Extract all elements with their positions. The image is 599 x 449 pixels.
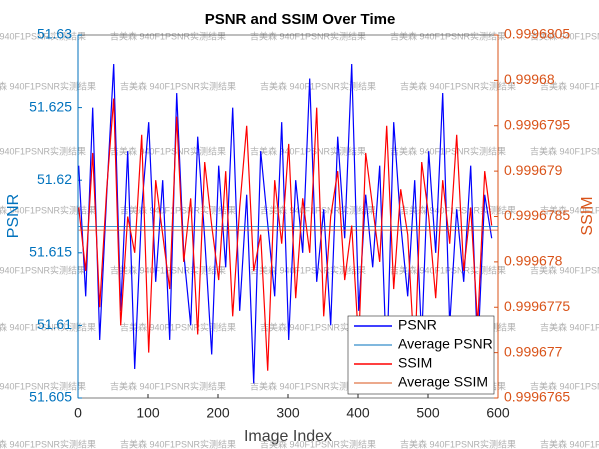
series-line <box>78 98 493 371</box>
y-tick-label: 51.605 <box>29 389 72 405</box>
watermark: 吉美森 940F1PSNR实测结果 <box>250 30 366 41</box>
watermark: 吉美森 940F1PSNR实测结果 <box>540 80 599 91</box>
watermark: 吉美森 940F1PSNR实测结果 <box>390 30 506 41</box>
watermark: 吉美森 940F1PSNR实测结果 <box>400 80 516 91</box>
y2-tick-label: 0.9996805 <box>504 26 570 42</box>
x-tick-label: 600 <box>486 405 510 421</box>
watermark: 吉美森 940F1PSNR实测结果 <box>390 145 506 156</box>
watermark: 吉美森 940F1PSNR实测结果 <box>530 264 599 275</box>
watermark: 吉美森 940F1PSNR实测结果 <box>540 438 599 449</box>
watermark: 吉美森 940F1PSNR实测结果 <box>530 145 599 156</box>
y2-tick-label: 0.9996785 <box>504 207 570 223</box>
x-tick-label: 100 <box>136 405 160 421</box>
chart-title: PSNR and SSIM Over Time <box>205 11 396 28</box>
y2-tick-label: 0.9996775 <box>504 298 570 314</box>
y2-axis-label: SSIM <box>579 196 596 235</box>
watermark: 吉美森 940F1PSNR实测结果 <box>0 145 86 156</box>
watermark: 吉美森 940F1PSNR实测结果 <box>110 380 226 391</box>
watermark: 吉美森 940F1PSNR实测结果 <box>120 80 236 91</box>
watermark: 吉美森 940F1PSNR实测结果 <box>260 438 376 449</box>
y2-tick-label: 0.9996765 <box>504 389 570 405</box>
legend-label: Average PSNR <box>398 336 493 352</box>
y-tick-label: 51.615 <box>29 244 72 260</box>
watermark: 吉美森 940F1PSNR实测结果 <box>260 204 376 215</box>
y-axis-label: PSNR <box>5 194 22 238</box>
x-tick-label: 500 <box>416 405 440 421</box>
watermark: 吉美森 940F1PSNR实测结果 <box>530 30 599 41</box>
y-tick-label: 51.63 <box>37 26 72 42</box>
legend-label: Average SSIM <box>398 374 488 390</box>
y-tick-label: 51.61 <box>37 316 72 332</box>
watermark: 吉美森 940F1PSNR实测结果 <box>120 321 236 332</box>
y2-tick-label: 0.999677 <box>504 343 563 359</box>
y-tick-label: 51.625 <box>29 98 72 114</box>
y2-tick-label: 0.99968 <box>504 71 555 87</box>
x-tick-label: 400 <box>346 405 370 421</box>
watermark: 吉美森 940F1PSNR实测结果 <box>110 264 226 275</box>
watermark: 吉美森 940F1PSNR实测结果 <box>540 321 599 332</box>
watermark: 吉美森 940F1PSNR实测结果 <box>250 145 366 156</box>
watermark: 吉美森 940F1PSNR实测结果 <box>400 438 516 449</box>
x-tick-label: 0 <box>74 405 82 421</box>
watermark: 吉美森 940F1PSNR实测结果 <box>540 204 599 215</box>
y2-tick-label: 0.9996795 <box>504 116 570 132</box>
watermark: 吉美森 940F1PSNR实测结果 <box>120 204 236 215</box>
y2-tick-label: 0.999678 <box>504 253 563 269</box>
watermark: 吉美森 940F1PSNR实测结果 <box>0 321 96 332</box>
watermark: 吉美森 940F1PSNR实测结果 <box>400 204 516 215</box>
watermark: 吉美森 940F1PSNR实测结果 <box>250 380 366 391</box>
watermark: 吉美森 940F1PSNR实测结果 <box>110 145 226 156</box>
watermark: 吉美森 940F1PSNR实测结果 <box>0 204 96 215</box>
watermark: 吉美森 940F1PSNR实测结果 <box>0 80 96 91</box>
legend-box <box>347 315 495 395</box>
watermark: 吉美森 940F1PSNR实测结果 <box>260 80 376 91</box>
legend-label: SSIM <box>398 355 432 371</box>
watermark: 吉美森 940F1PSNR实测结果 <box>0 30 86 41</box>
y2-tick-label: 0.999679 <box>504 162 563 178</box>
watermark: 吉美森 940F1PSNR实测结果 <box>0 438 96 449</box>
watermark: 吉美森 940F1PSNR实测结果 <box>0 380 86 391</box>
watermark: 吉美森 940F1PSNR实测结果 <box>530 380 599 391</box>
watermark: 吉美森 940F1PSNR实测结果 <box>110 30 226 41</box>
watermark: 吉美森 940F1PSNR实测结果 <box>260 321 376 332</box>
watermark: 吉美森 940F1PSNR实测结果 <box>120 438 236 449</box>
legend-label: PSNR <box>398 317 437 333</box>
x-tick-label: 200 <box>206 405 230 421</box>
watermark: 吉美森 940F1PSNR实测结果 <box>250 264 366 275</box>
watermark: 吉美森 940F1PSNR实测结果 <box>0 264 86 275</box>
x-tick-label: 300 <box>276 405 300 421</box>
series-line <box>78 64 493 384</box>
y-tick-label: 51.62 <box>37 171 72 187</box>
x-axis-label: Image Index <box>244 428 332 445</box>
